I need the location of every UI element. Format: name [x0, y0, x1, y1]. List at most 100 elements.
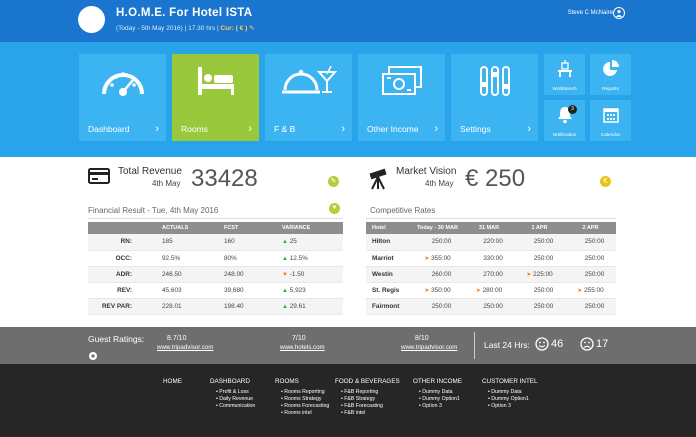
footer-col-dashboard: DASHBOARD • Profit & Loss • Daily Revenu…: [210, 378, 255, 410]
footer-link[interactable]: OTHER INCOME: [413, 378, 462, 385]
footer-link[interactable]: ROOMS: [275, 378, 299, 385]
footer-sub-link[interactable]: • Rooms intel: [281, 410, 312, 416]
hotel-logo[interactable]: [78, 6, 105, 33]
footer-sub-link[interactable]: • F&B Strategy: [341, 396, 376, 402]
row-label: RN:: [88, 234, 142, 251]
rating-score: 8.7/10: [167, 335, 187, 342]
rating-site-link[interactable]: www.tripadvisor.com: [157, 344, 214, 351]
forecast-value: 80%: [212, 250, 274, 267]
actual-value: 185: [142, 234, 212, 251]
rate-value: 250:00: [533, 238, 554, 246]
tile-calendar[interactable]: Calendar: [590, 100, 631, 141]
table-row: REV: 45,603 39,680 ▲ 5,923: [88, 282, 343, 299]
footer-sub-link[interactable]: • Rooms Reporting: [281, 389, 325, 395]
forecast-value: 248.00: [212, 266, 274, 283]
user-name[interactable]: Steve C McNaire: [567, 10, 613, 16]
tile-workbench[interactable]: Workbench: [544, 54, 585, 95]
section-title: Competitive Rates: [370, 206, 436, 215]
footer-sub-link[interactable]: • F&B intel: [341, 410, 366, 416]
footer-sub-link[interactable]: • Dummy Data: [419, 389, 453, 395]
footer-link[interactable]: FOOD & BEVERAGES: [335, 378, 400, 385]
arrow-right-icon: ➤: [424, 255, 430, 262]
gear-icon[interactable]: [88, 348, 98, 360]
arrow-right-icon: ➤: [577, 287, 583, 294]
last24-label: Last 24 Hrs:: [484, 340, 530, 350]
chevron-right-icon: ›: [434, 123, 438, 135]
footer-sub-link[interactable]: • Option 3: [488, 403, 511, 409]
rate-value: 250:00: [483, 302, 503, 310]
footer-col-fnb: FOOD & BEVERAGES • F&B Reporting • F&B S…: [335, 378, 400, 417]
rate-value: 250:00: [431, 238, 452, 246]
rate-value: 250:00: [431, 302, 452, 310]
tile-rooms[interactable]: Rooms ›: [172, 54, 259, 141]
variance-value: 5,923: [289, 286, 306, 294]
rating-site-link[interactable]: www.tripadvisor.com: [401, 344, 458, 351]
divider: [366, 218, 616, 219]
chevron-right-icon: ›: [248, 123, 252, 135]
row-label: REV PAR:: [88, 298, 142, 315]
tile-notification[interactable]: 3 Notification: [544, 100, 585, 141]
table-row: Fairmont 250:00 250:00 250:00 250:00: [366, 298, 616, 315]
hotel-name: Fairmont: [366, 298, 411, 315]
pie-chart-icon: [590, 60, 631, 78]
currency-selector[interactable]: Cur: ( € ): [220, 25, 248, 32]
arrow-up-icon: ▲: [282, 287, 288, 294]
footer-sub-link[interactable]: • Daily Revenue: [216, 396, 254, 402]
arrow-right-icon: ➤: [526, 271, 532, 278]
rating-site-link[interactable]: www.hotels.com: [280, 344, 325, 351]
app-header: H.O.M.E. For Hotel ISTA (Today - 5th May…: [0, 0, 696, 42]
tile-settings[interactable]: Settings ›: [451, 54, 538, 141]
notification-badge: 3: [568, 105, 577, 114]
date-time-text: (Today - 5th May 2016) | 17.30 hrs |: [116, 25, 219, 32]
table-row: Hilton 250:00 220:00 250:00 250:00: [366, 234, 616, 251]
footer-link[interactable]: DASHBOARD: [210, 378, 250, 385]
credit-card-icon: [88, 168, 110, 189]
tile-other-income[interactable]: Other Income ›: [358, 54, 445, 141]
rate-value: 250:00: [584, 254, 605, 262]
variance-value: 12.5%: [289, 254, 308, 262]
food-cloche-icon: [265, 64, 352, 98]
kpi-label: Market Vision: [396, 166, 457, 177]
edit-icon[interactable]: ✎: [328, 176, 339, 187]
footer-col-home: HOME: [163, 378, 182, 389]
rate-value: 280:00: [482, 286, 503, 294]
forecast-value: 198.40: [212, 298, 274, 315]
rate-value: 220:00: [483, 238, 503, 246]
currency-icon[interactable]: €: [600, 176, 611, 187]
happy-count: 46: [551, 338, 564, 350]
footer-sub-link[interactable]: • Communication: [216, 403, 256, 409]
tile-dashboard[interactable]: Dashboard ›: [79, 54, 166, 141]
tile-fnb[interactable]: F & B ›: [265, 54, 352, 141]
footer-sub-link[interactable]: • Dummy Option1: [419, 396, 460, 402]
module-tiles: Dashboard › Rooms ›: [0, 42, 696, 157]
pencil-icon[interactable]: ✎: [249, 25, 255, 32]
table-row: REV PAR: 228.01 198.40 ▲ 29.61: [88, 298, 343, 315]
ratings-title: Guest Ratings:: [88, 334, 145, 344]
section-title: Financial Result - Tue, 4th May 2016: [88, 206, 219, 215]
column-header: 31 MAR: [464, 222, 514, 234]
footer-sub-link[interactable]: • Dummy Option1: [488, 396, 529, 402]
table-row: Westin 260:00 270:00 ➤ 225:00 250:00: [366, 266, 616, 283]
footer-sub-link[interactable]: • Rooms Forecasting: [281, 403, 330, 409]
footer-link[interactable]: HOME: [163, 378, 182, 385]
footer-sub-link[interactable]: • Rooms Strategy: [281, 396, 322, 402]
gauge-icon: [79, 64, 166, 98]
tile-reports[interactable]: Reports: [590, 54, 631, 95]
footer-sub-link[interactable]: • F&B Forecasting: [341, 403, 383, 409]
row-label: ADR:: [88, 266, 142, 283]
footer-sub-link[interactable]: • Profit & Loss: [216, 389, 249, 395]
money-icon: [358, 64, 445, 98]
variance-value: 25: [289, 238, 297, 246]
column-header: 1 APR: [514, 222, 565, 234]
tile-label: Calendar: [600, 133, 621, 138]
arrow-down-icon: ▼: [282, 271, 288, 278]
footer-sub-link[interactable]: • Dummy Data: [488, 389, 522, 395]
footer-sub-link[interactable]: • Option 3: [419, 403, 442, 409]
footer-link[interactable]: CUSTOMER INTEL: [482, 378, 538, 385]
telescope-icon: [366, 168, 390, 195]
footer-sub-link[interactable]: • F&B Reporting: [341, 389, 379, 395]
variance-value: -1.50: [289, 270, 305, 278]
user-icon[interactable]: [613, 7, 625, 19]
filter-icon[interactable]: ▼: [329, 203, 340, 214]
rate-value: 355:00: [431, 254, 451, 262]
